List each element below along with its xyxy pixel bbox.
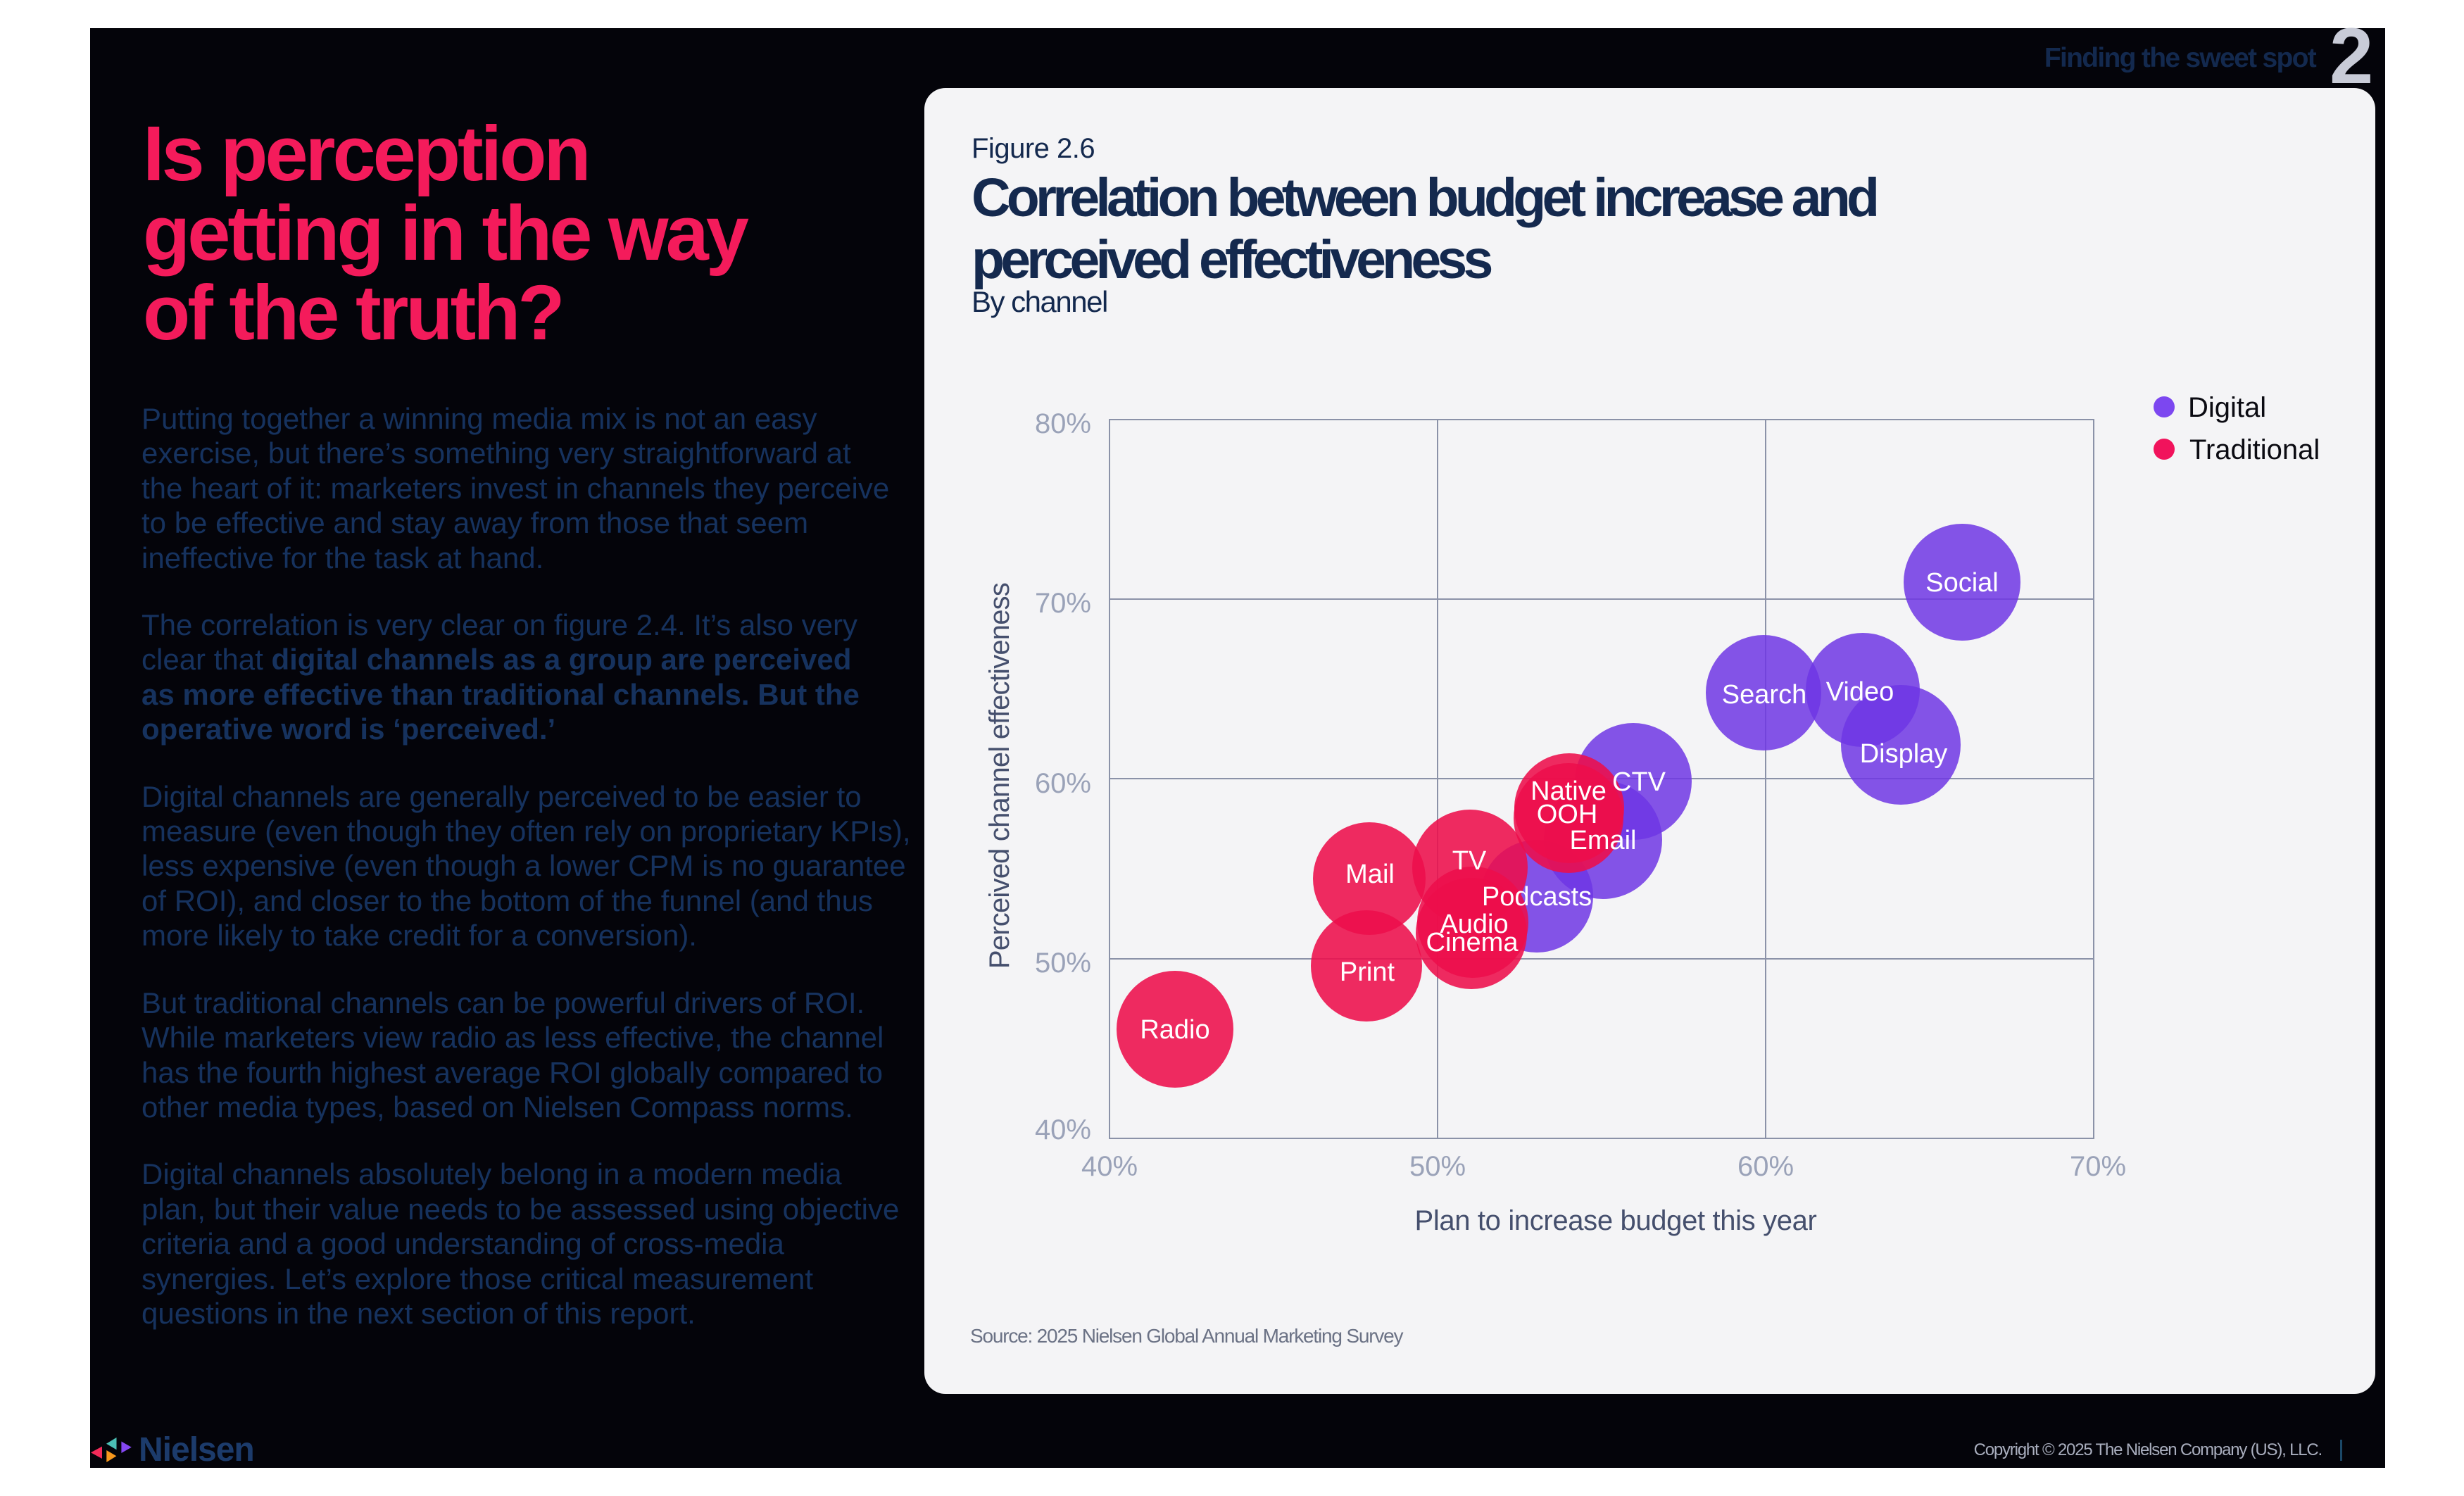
svg-text:Cinema: Cinema	[1426, 928, 1519, 957]
svg-text:Digital: Digital	[2188, 392, 2266, 423]
svg-text:Video: Video	[1826, 677, 1894, 707]
svg-text:Plan to increase budget this y: Plan to increase budget this year	[1414, 1205, 1816, 1236]
svg-text:Traditional: Traditional	[2189, 434, 2320, 465]
svg-text:50%: 50%	[1035, 948, 1091, 979]
svg-text:40%: 40%	[1081, 1151, 1138, 1182]
svg-text:60%: 60%	[1035, 768, 1091, 799]
svg-text:Print: Print	[1340, 957, 1395, 987]
svg-text:40%: 40%	[1035, 1114, 1091, 1145]
svg-text:Audio: Audio	[1440, 910, 1508, 939]
svg-text:Radio: Radio	[1140, 1015, 1209, 1045]
svg-text:Display: Display	[1860, 739, 1948, 769]
svg-text:70%: 70%	[2070, 1151, 2126, 1182]
svg-text:80%: 80%	[1035, 408, 1091, 439]
svg-text:Social: Social	[1925, 568, 1999, 598]
svg-text:50%: 50%	[1409, 1151, 1466, 1182]
svg-text:60%: 60%	[1737, 1151, 1794, 1182]
svg-text:TV: TV	[1452, 846, 1487, 876]
svg-text:Search: Search	[1722, 680, 1806, 710]
svg-text:Mail: Mail	[1345, 860, 1395, 889]
svg-text:Perceived channel effectivenes: Perceived channel effectiveness	[984, 583, 1015, 969]
svg-text:Native: Native	[1530, 777, 1607, 806]
svg-text:OOH: OOH	[1537, 800, 1598, 829]
svg-text:CTV: CTV	[1612, 767, 1666, 797]
svg-text:Podcasts: Podcasts	[1482, 882, 1592, 912]
svg-text:Nielsen: Nielsen	[139, 1433, 254, 1469]
svg-text:70%: 70%	[1035, 588, 1091, 619]
svg-text:Email: Email	[1569, 826, 1636, 855]
